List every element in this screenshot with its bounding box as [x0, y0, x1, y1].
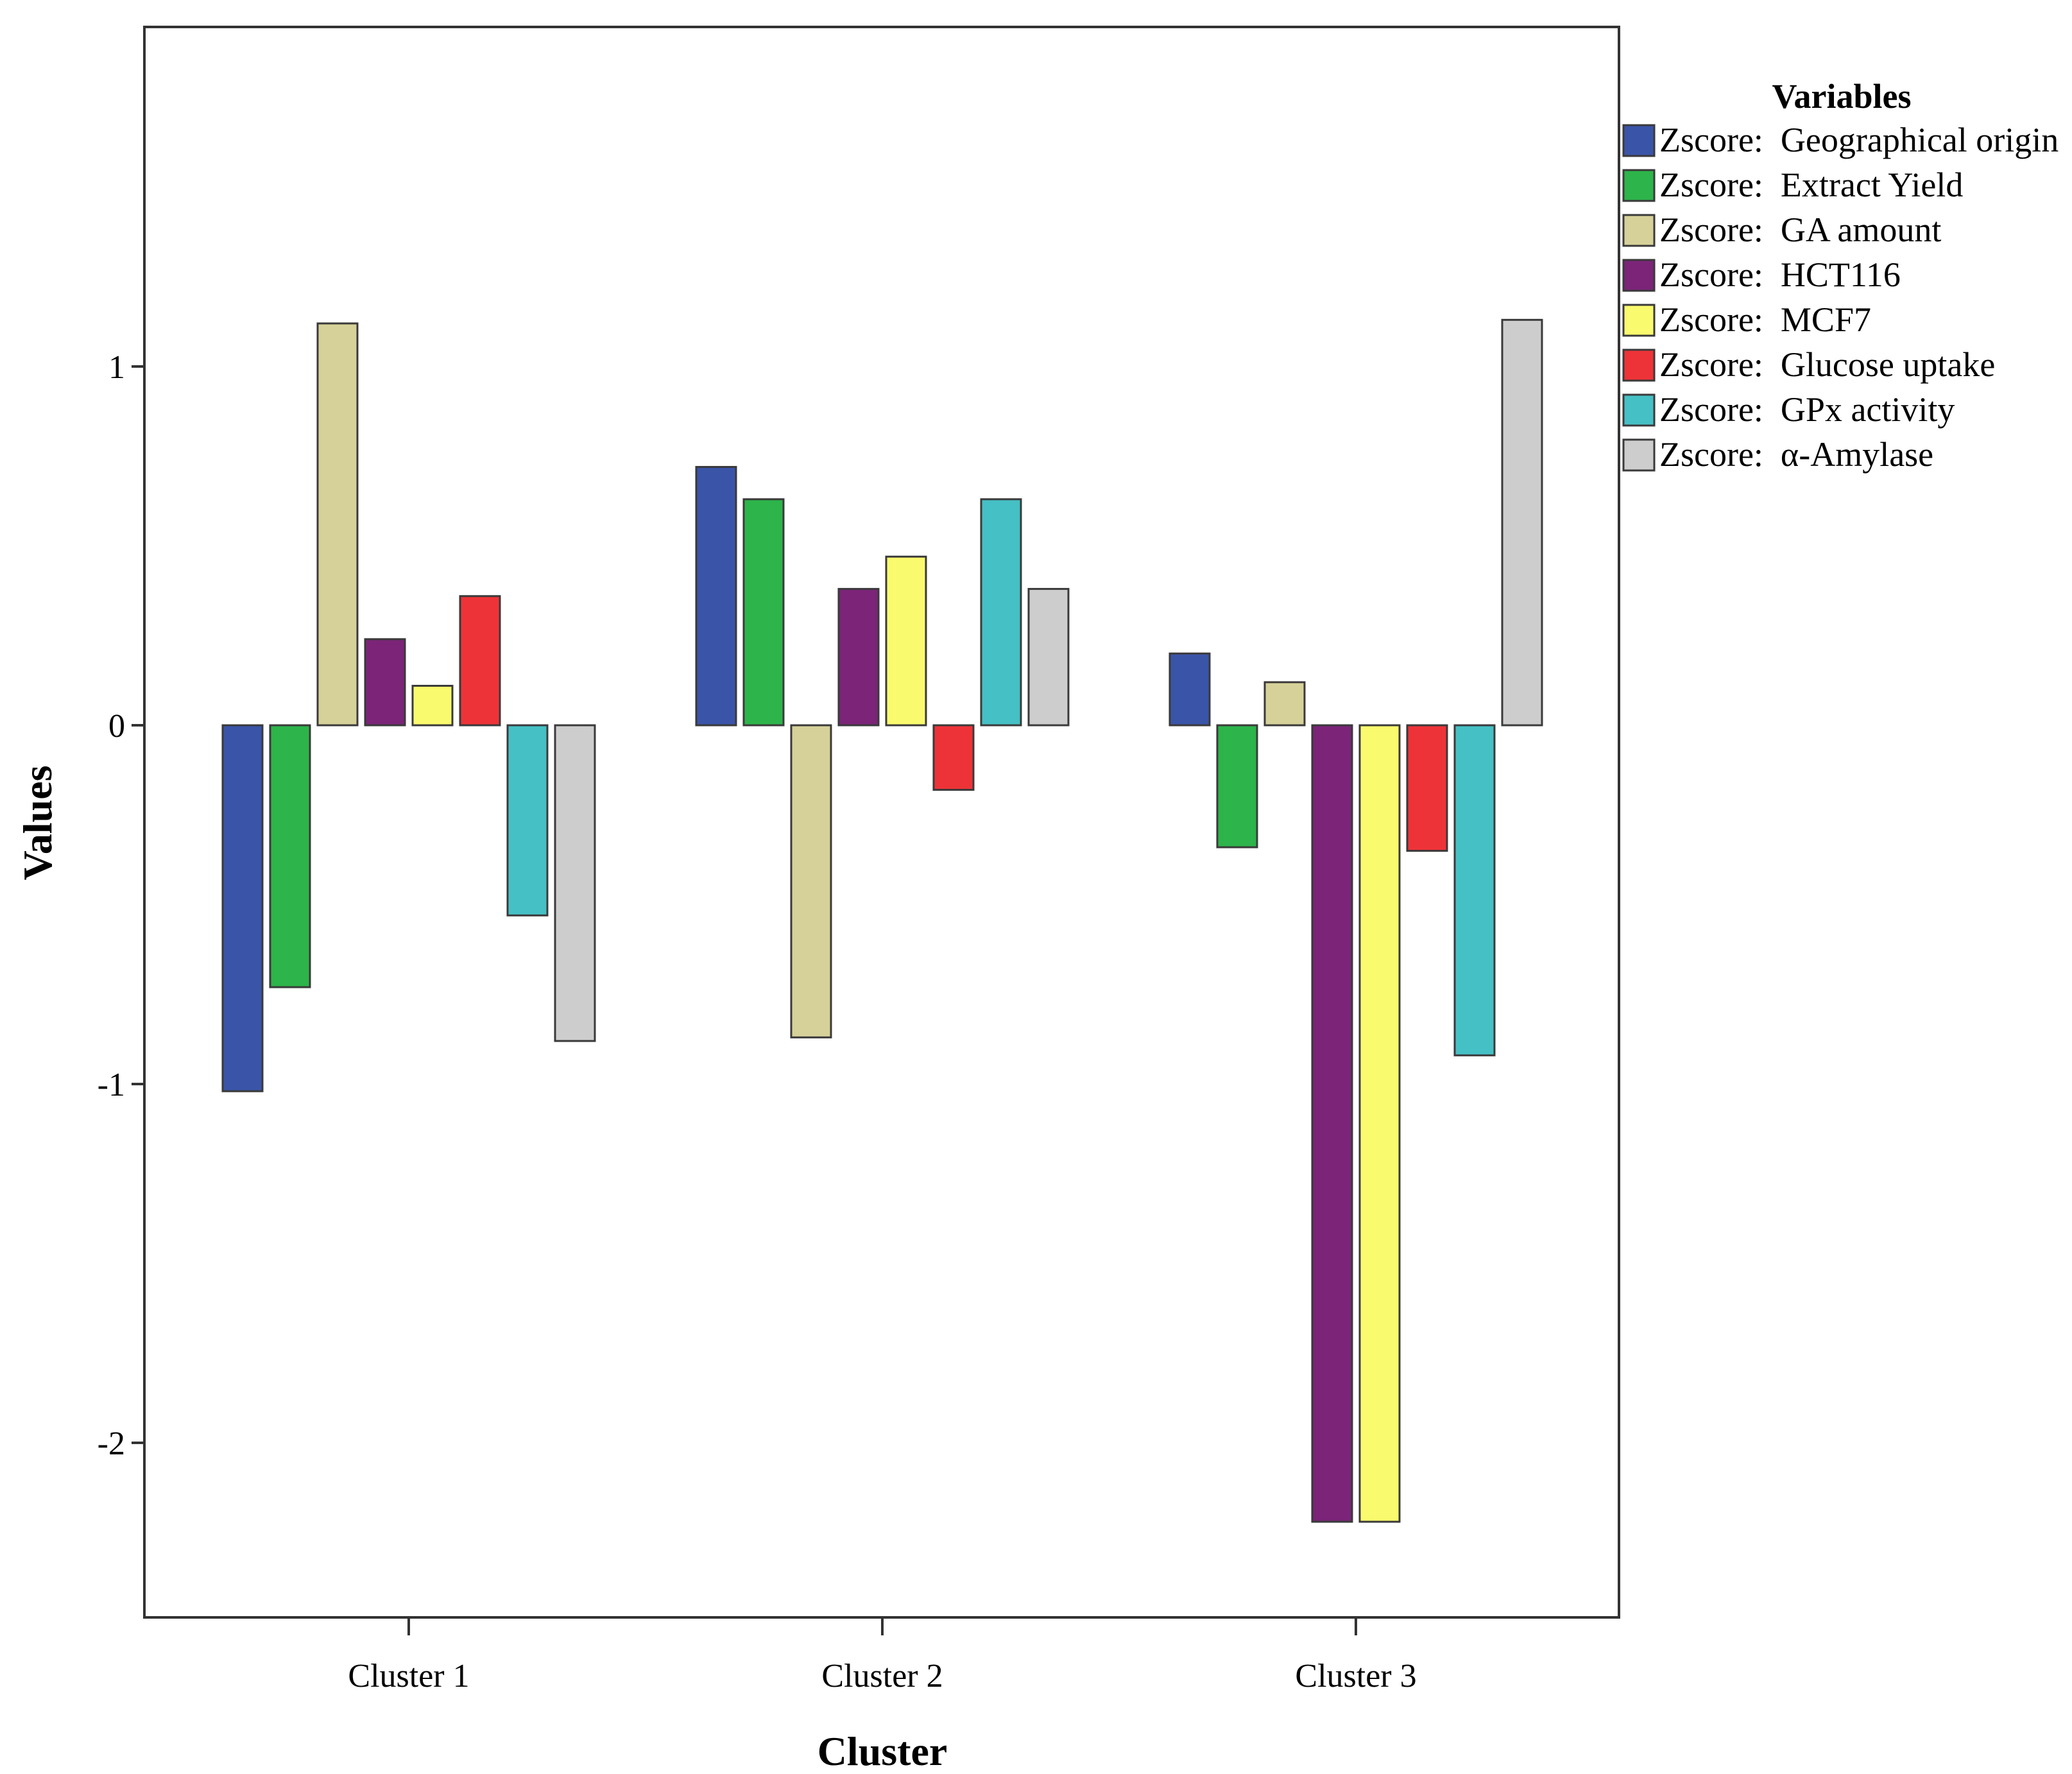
bar-cluster3-series6 — [1406, 724, 1448, 852]
y-axis: -2 -1 0 1 — [98, 349, 144, 1462]
bar-cluster1-series1 — [221, 724, 264, 1092]
legend-label: Zscore: α-Amylase — [1659, 435, 1933, 474]
bar-cluster3-series4 — [1311, 724, 1353, 1523]
bar-cluster1-series4 — [364, 638, 406, 727]
bar-cluster2-series8 — [1027, 588, 1070, 727]
bar-cluster3-series2 — [1216, 724, 1258, 848]
x-tick-label: Cluster 3 — [1295, 1658, 1416, 1694]
bar-cluster3-series7 — [1453, 724, 1496, 1056]
bar-cluster2-series1 — [695, 466, 737, 727]
legend-label: Zscore: Glucose uptake — [1659, 345, 1995, 384]
bar-cluster3-series1 — [1169, 652, 1211, 727]
bars-group — [221, 318, 1543, 1523]
y-tick-label: -2 — [98, 1425, 125, 1462]
legend-label: Zscore: MCF7 — [1659, 300, 1871, 339]
bar-cluster1-series3 — [316, 322, 359, 727]
y-tick-label: 1 — [108, 349, 125, 386]
y-tick-label: -1 — [98, 1067, 125, 1103]
bar-cluster1-series6 — [459, 595, 501, 727]
legend-label: Zscore: GPx activity — [1659, 390, 1955, 429]
legend-swatch — [1622, 214, 1656, 247]
legend-swatch — [1622, 259, 1656, 292]
bar-cluster2-series6 — [932, 724, 975, 791]
legend-title: Variables — [1772, 77, 1911, 116]
legend-swatch — [1622, 438, 1656, 472]
legend-label: Zscore: GA amount — [1659, 211, 1941, 249]
bar-cluster1-series2 — [269, 724, 311, 988]
legend-label: Zscore: Geographical origin — [1659, 121, 2059, 159]
bar-cluster1-series5 — [411, 685, 454, 727]
x-tick-label: Cluster 1 — [348, 1658, 469, 1694]
x-tick-label: Cluster 2 — [821, 1658, 943, 1694]
bar-cluster3-series3 — [1263, 681, 1306, 727]
bar-cluster2-series2 — [742, 498, 785, 727]
bar-cluster3-series8 — [1501, 318, 1543, 727]
legend-swatch — [1622, 304, 1656, 337]
y-axis-title: Values — [15, 765, 60, 880]
legend-swatch — [1622, 349, 1656, 382]
bar-cluster1-series7 — [506, 724, 549, 917]
bar-cluster2-series5 — [885, 555, 927, 727]
legend-swatch — [1622, 169, 1656, 202]
x-axis: Cluster 1 Cluster 2 Cluster 3 — [348, 1617, 1417, 1694]
x-axis-title: Cluster — [818, 1728, 948, 1774]
legend: Variables Zscore: Geographical origin Zsc… — [1622, 77, 2059, 474]
legend-label: Zscore: Extract Yield — [1659, 166, 1963, 204]
bar-cluster2-series4 — [837, 588, 880, 727]
bar-cluster2-series3 — [790, 724, 832, 1038]
legend-label: Zscore: HCT116 — [1659, 255, 1901, 294]
y-tick-label: 0 — [108, 708, 125, 745]
legend-swatch — [1622, 393, 1656, 427]
bar-cluster3-series5 — [1358, 724, 1401, 1523]
bar-cluster1-series8 — [554, 724, 596, 1042]
bar-cluster2-series7 — [980, 498, 1022, 727]
legend-swatch — [1622, 124, 1656, 157]
